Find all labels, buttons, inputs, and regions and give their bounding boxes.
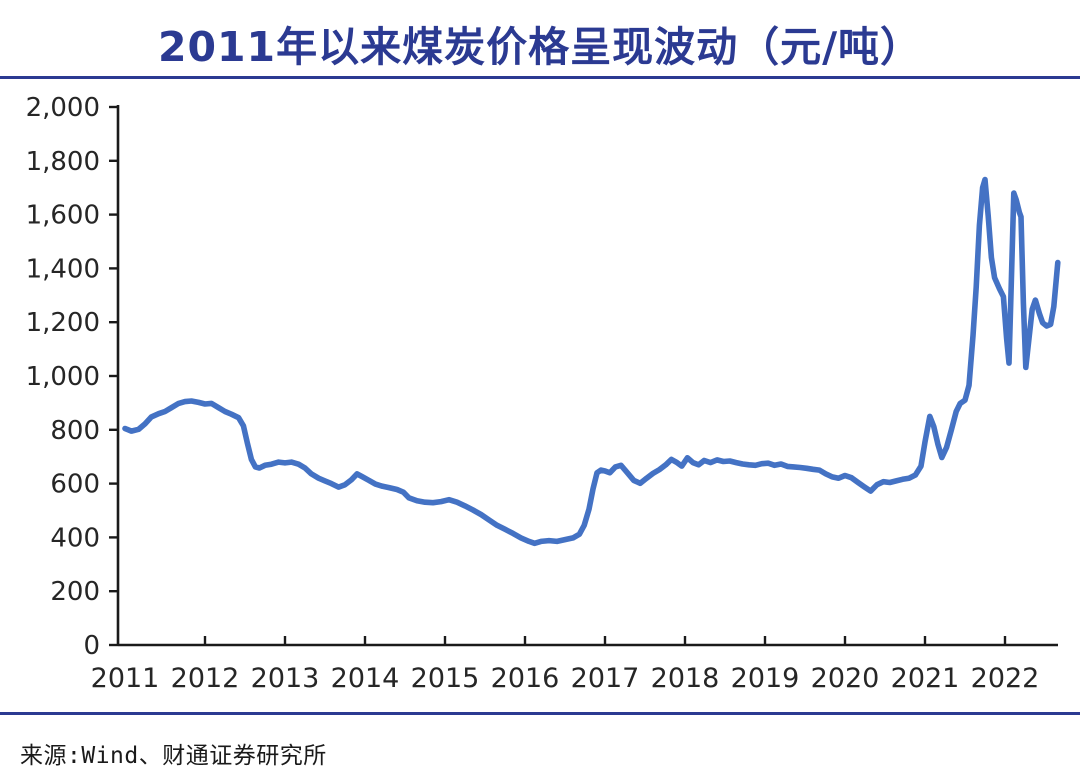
- y-axis-label: 2,000: [26, 93, 100, 123]
- y-axis-label: 800: [50, 416, 100, 446]
- y-axis-label: 1,800: [26, 147, 100, 177]
- y-axis-label: 1,600: [26, 201, 100, 231]
- x-axis-label: 2022: [971, 663, 1040, 694]
- title-divider-line: [0, 76, 1080, 79]
- y-axis-label: 0: [83, 631, 100, 661]
- x-axis-label: 2012: [171, 663, 240, 694]
- y-axis-label: 1,000: [26, 362, 100, 392]
- x-axis-label: 2020: [811, 663, 880, 694]
- y-axis-label: 400: [50, 523, 100, 553]
- coal-price-series-line: [122, 176, 1061, 547]
- y-axis-label: 1,200: [26, 308, 100, 338]
- y-axis-label: 600: [50, 470, 100, 500]
- x-axis-label: 2011: [91, 663, 160, 694]
- y-axis-label: 1,400: [26, 254, 100, 284]
- x-axis-label: 2013: [251, 663, 320, 694]
- x-axis-label: 2019: [731, 663, 800, 694]
- footer-divider-line: [0, 712, 1080, 715]
- y-axis-label: 200: [50, 577, 100, 607]
- x-axis-label: 2016: [491, 663, 560, 694]
- source-note: 来源:Wind、财通证券研究所: [20, 743, 327, 769]
- x-axis-label: 2014: [331, 663, 400, 694]
- x-axis-label: 2018: [651, 663, 720, 694]
- chart-title: 2011年以来煤炭价格呈现波动（元/吨）: [157, 23, 923, 71]
- x-axis-label: 2015: [411, 663, 480, 694]
- x-axis-label: 2017: [571, 663, 640, 694]
- x-axis-label: 2021: [891, 663, 960, 694]
